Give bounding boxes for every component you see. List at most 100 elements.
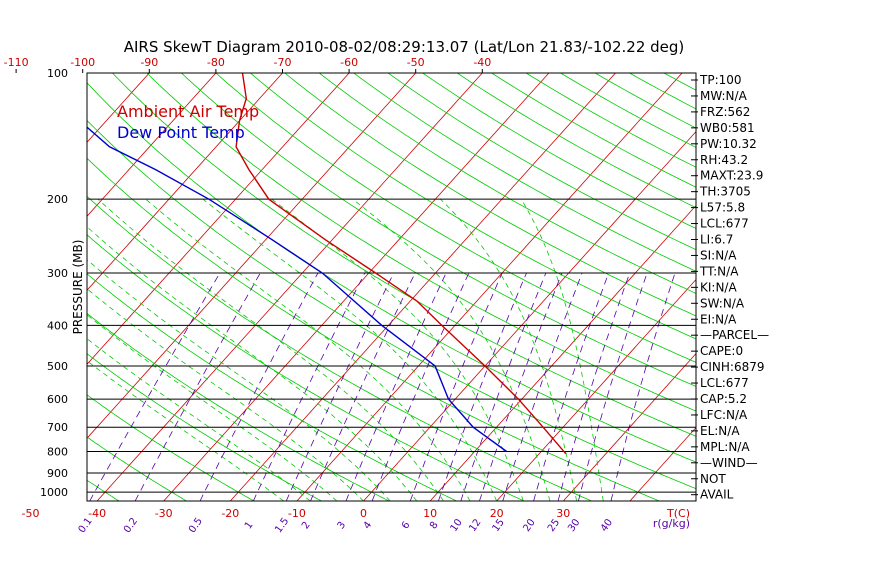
isotherm-line xyxy=(364,73,749,501)
index-label: RH:43.2 xyxy=(700,153,748,167)
index-label: FRZ:562 xyxy=(700,105,750,119)
mixing-ratio-tick-label: 0.5 xyxy=(187,516,205,535)
mixing-ratio-tick-label: 1 xyxy=(243,520,256,532)
index-label: LI:6.7 xyxy=(700,233,733,247)
index-label: SI:N/A xyxy=(700,248,737,262)
mixing-ratio-tick-label: 2 xyxy=(300,520,313,532)
index-label: AVAIL xyxy=(700,488,734,502)
index-label: WB0:581 xyxy=(700,121,755,135)
index-label: —PARCEL— xyxy=(700,328,769,342)
pressure-tick-label: 500 xyxy=(47,360,68,373)
index-label: MAXT:23.9 xyxy=(700,169,763,183)
chart-title: AIRS SkewT Diagram 2010-08-02/08:29:13.0… xyxy=(124,38,685,56)
moist-adiabat-lines xyxy=(0,199,603,501)
index-label: L57:5.8 xyxy=(700,201,745,215)
mixing-ratio-tick-label: 3 xyxy=(336,520,349,532)
isotherm-line xyxy=(430,73,815,501)
legend-dew-point-temp: Dew Point Temp xyxy=(117,123,245,142)
pressure-tick-label: 600 xyxy=(47,393,68,406)
bottom-temp-tick-label: -30 xyxy=(155,507,173,520)
index-label: EI:N/A xyxy=(700,312,737,326)
y-axis-label: PRESSURE (MB) xyxy=(71,240,85,335)
pressure-tick-label: 1000 xyxy=(40,486,68,499)
index-label: TP:100 xyxy=(699,73,742,87)
mixing-ratio-tick-label: 0.2 xyxy=(122,516,140,535)
mixing-ratio-tick-label: 4 xyxy=(362,520,375,532)
mixing-ratio-tick-label: 6 xyxy=(400,520,413,532)
bottom-temp-tick-label: -40 xyxy=(88,507,106,520)
index-label: CAPE:0 xyxy=(700,344,743,358)
bottom-temp-tick-label: 0 xyxy=(360,507,367,520)
bottom-temp-tick-label: 10 xyxy=(423,507,437,520)
top-temp-tick-label: -80 xyxy=(207,56,225,69)
index-label: PW:10.32 xyxy=(700,137,757,151)
bottom-temp-tick-label: -50 xyxy=(22,507,40,520)
pressure-tick-label: 700 xyxy=(47,421,68,434)
bottom-temp-tick-label: -10 xyxy=(288,507,306,520)
dry-adiabat-line xyxy=(354,73,870,501)
dry-adiabat-line xyxy=(457,73,870,501)
index-label: LCL:677 xyxy=(700,217,749,231)
index-label: CAP:5.2 xyxy=(700,392,747,406)
top-temp-tick-label: -90 xyxy=(140,56,158,69)
mixing-ratio-tick-label: 20 xyxy=(521,517,537,534)
moist-adiabat-line xyxy=(0,199,284,501)
pressure-tick-label: 100 xyxy=(47,67,68,80)
pressure-tick-label: 800 xyxy=(47,446,68,459)
isotherm-line xyxy=(0,73,16,501)
moist-adiabat-line xyxy=(57,199,417,501)
dry-adiabat-line xyxy=(181,73,870,501)
stability-indices: TP:100 MW:N/A FRZ:562 WB0:581 PW:10.32 RH:43.… xyxy=(691,73,769,502)
mixing-ratio-axis-label: r(g/kg) xyxy=(653,517,690,530)
index-label: EL:N/A xyxy=(700,424,740,438)
mixing-ratio-tick-label: 10 xyxy=(449,517,465,534)
mixing-ratio-tick-label: 8 xyxy=(428,520,441,532)
pressure-tick-label: 400 xyxy=(47,319,68,332)
top-temp-tick-label: -60 xyxy=(340,56,358,69)
pressure-tick-label: 900 xyxy=(47,467,68,480)
top-temp-tick-label: -40 xyxy=(473,56,491,69)
index-label: NOT xyxy=(700,472,726,486)
index-label: LCL:677 xyxy=(700,376,749,390)
index-label: MPL:N/A xyxy=(700,440,750,454)
bottom-temp-tick-label: 30 xyxy=(556,507,570,520)
mixing-ratio-line xyxy=(90,273,220,501)
mixing-ratio-lines xyxy=(90,273,675,501)
mixing-ratio-line xyxy=(253,273,364,501)
mixing-ratio-tick-label: 12 xyxy=(467,517,483,534)
dry-adiabat-line xyxy=(216,73,870,501)
top-temp-tick-label: -70 xyxy=(274,56,292,69)
pressure-tick-label: 200 xyxy=(47,193,68,206)
moist-adiabat-line xyxy=(353,199,550,501)
top-temp-tick-label: -50 xyxy=(407,56,425,69)
axis-ticks: -120-110-100-90-80-70-60-50-40-50-40-30-… xyxy=(0,56,690,535)
index-label: TH:3705 xyxy=(699,185,751,199)
index-label: TT:N/A xyxy=(699,264,739,278)
top-temp-tick-label: -100 xyxy=(70,56,95,69)
dry-adiabat-line xyxy=(319,73,870,501)
mixing-ratio-line xyxy=(578,273,647,501)
moist-adiabat-line xyxy=(272,199,524,501)
dry-adiabat-line xyxy=(492,73,870,501)
index-label: MW:N/A xyxy=(700,89,748,103)
mixing-ratio-line xyxy=(480,273,563,501)
mixing-ratio-tick-label: 40 xyxy=(599,517,615,534)
dry-adiabat-line xyxy=(0,73,119,501)
index-label: SW:N/A xyxy=(700,296,745,310)
index-label: LFC:N/A xyxy=(700,408,748,422)
legend-ambient-air-temp: Ambient Air Temp xyxy=(117,102,259,121)
index-label: KI:N/A xyxy=(700,280,737,294)
dry-adiabat-line xyxy=(285,73,870,501)
moist-adiabat-line xyxy=(203,199,497,501)
index-label: —WIND— xyxy=(700,456,758,470)
mixing-ratio-line xyxy=(534,273,609,501)
bottom-temp-tick-label: -20 xyxy=(221,507,239,520)
top-temp-tick-label: -110 xyxy=(4,56,29,69)
mixing-ratio-line xyxy=(135,273,260,501)
pressure-tick-label: 300 xyxy=(47,267,68,280)
index-label: CINH:6879 xyxy=(700,360,765,374)
dry-adiabat-line xyxy=(526,73,870,501)
dry-adiabat-line xyxy=(388,73,870,501)
